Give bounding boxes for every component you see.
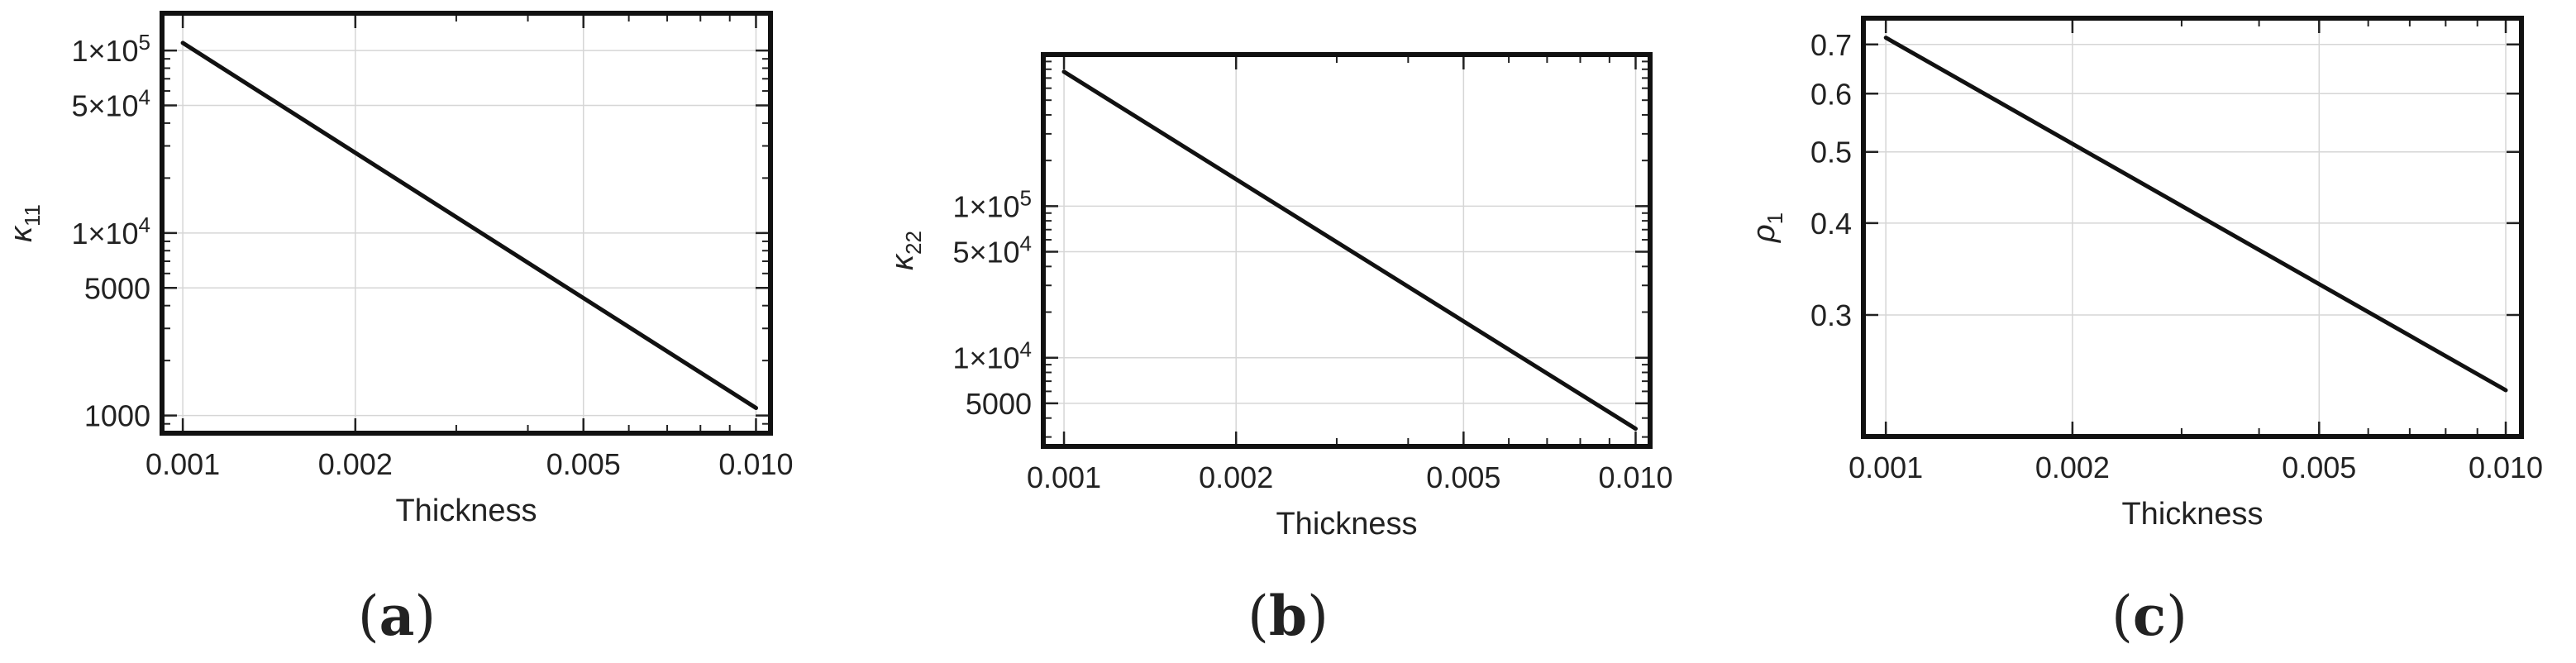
x-tick-label: 0.002 bbox=[1199, 460, 1273, 494]
y-tick-label: 0.3 bbox=[1810, 298, 1852, 332]
y-tick-label: 1×104 bbox=[952, 337, 1032, 375]
x-axis-label: Thickness bbox=[2121, 497, 2263, 532]
y-tick-label: 1×105 bbox=[71, 30, 150, 68]
y-tick-label: 0.6 bbox=[1810, 77, 1852, 111]
x-tick-label: 0.005 bbox=[546, 447, 621, 481]
y-axis-label: κ22 bbox=[885, 231, 926, 270]
y-tick-label: 5×104 bbox=[952, 231, 1032, 269]
y-tick-label: 0.5 bbox=[1810, 136, 1852, 169]
y-tick-label: 0.4 bbox=[1810, 207, 1852, 241]
y-tick-label: 1×104 bbox=[71, 212, 150, 250]
series-line bbox=[1061, 69, 1638, 432]
x-tick-label: 0.002 bbox=[318, 447, 393, 481]
y-tick-label: 0.7 bbox=[1810, 28, 1852, 62]
x-axis-label: Thickness bbox=[1276, 507, 1417, 541]
y-axis-label: ρ1 bbox=[1747, 212, 1787, 243]
series-line bbox=[1883, 36, 2508, 393]
x-tick-label: 0.001 bbox=[145, 447, 220, 481]
y-tick-label: 5000 bbox=[966, 387, 1032, 421]
y-tick-label: 5×104 bbox=[71, 85, 150, 123]
series-line bbox=[180, 41, 758, 410]
y-tick-label: 1000 bbox=[84, 399, 150, 433]
panel-caption: (b) bbox=[1247, 584, 1329, 648]
plot-frame bbox=[1861, 16, 2524, 439]
y-axis-label: κ11 bbox=[4, 204, 45, 242]
x-tick-label: 0.001 bbox=[1027, 460, 1101, 494]
panel-c: 0.001 0.002 0.005 0.010 0.3 0.4 0.5 0.6 0.7 Thick… bbox=[1747, 16, 2543, 648]
x-tick-label: 0.001 bbox=[1849, 451, 1923, 484]
x-tick-label: 0.005 bbox=[1426, 460, 1500, 494]
panel-caption: (c) bbox=[2111, 584, 2187, 648]
x-tick-label: 0.002 bbox=[2035, 451, 2110, 484]
x-axis-label: Thickness bbox=[395, 494, 537, 528]
x-tick-label: 0.010 bbox=[718, 447, 793, 481]
panel-a: 0.001 0.002 0.005 0.010 1000 5000 1×104 5×104 1×… bbox=[4, 11, 794, 648]
x-tick-label: 0.010 bbox=[1598, 460, 1672, 494]
panel-b: 0.001 0.002 0.005 0.010 5000 1×104 5×104 1×105 T… bbox=[885, 52, 1673, 648]
x-tick-label: 0.010 bbox=[2469, 451, 2543, 484]
x-tick-label: 0.005 bbox=[2282, 451, 2356, 484]
y-tick-label: 5000 bbox=[84, 271, 150, 305]
plot-frame bbox=[1041, 52, 1653, 449]
y-tick-label: 1×105 bbox=[952, 185, 1032, 223]
plot-frame bbox=[160, 11, 773, 436]
panel-caption: (a) bbox=[358, 584, 436, 648]
